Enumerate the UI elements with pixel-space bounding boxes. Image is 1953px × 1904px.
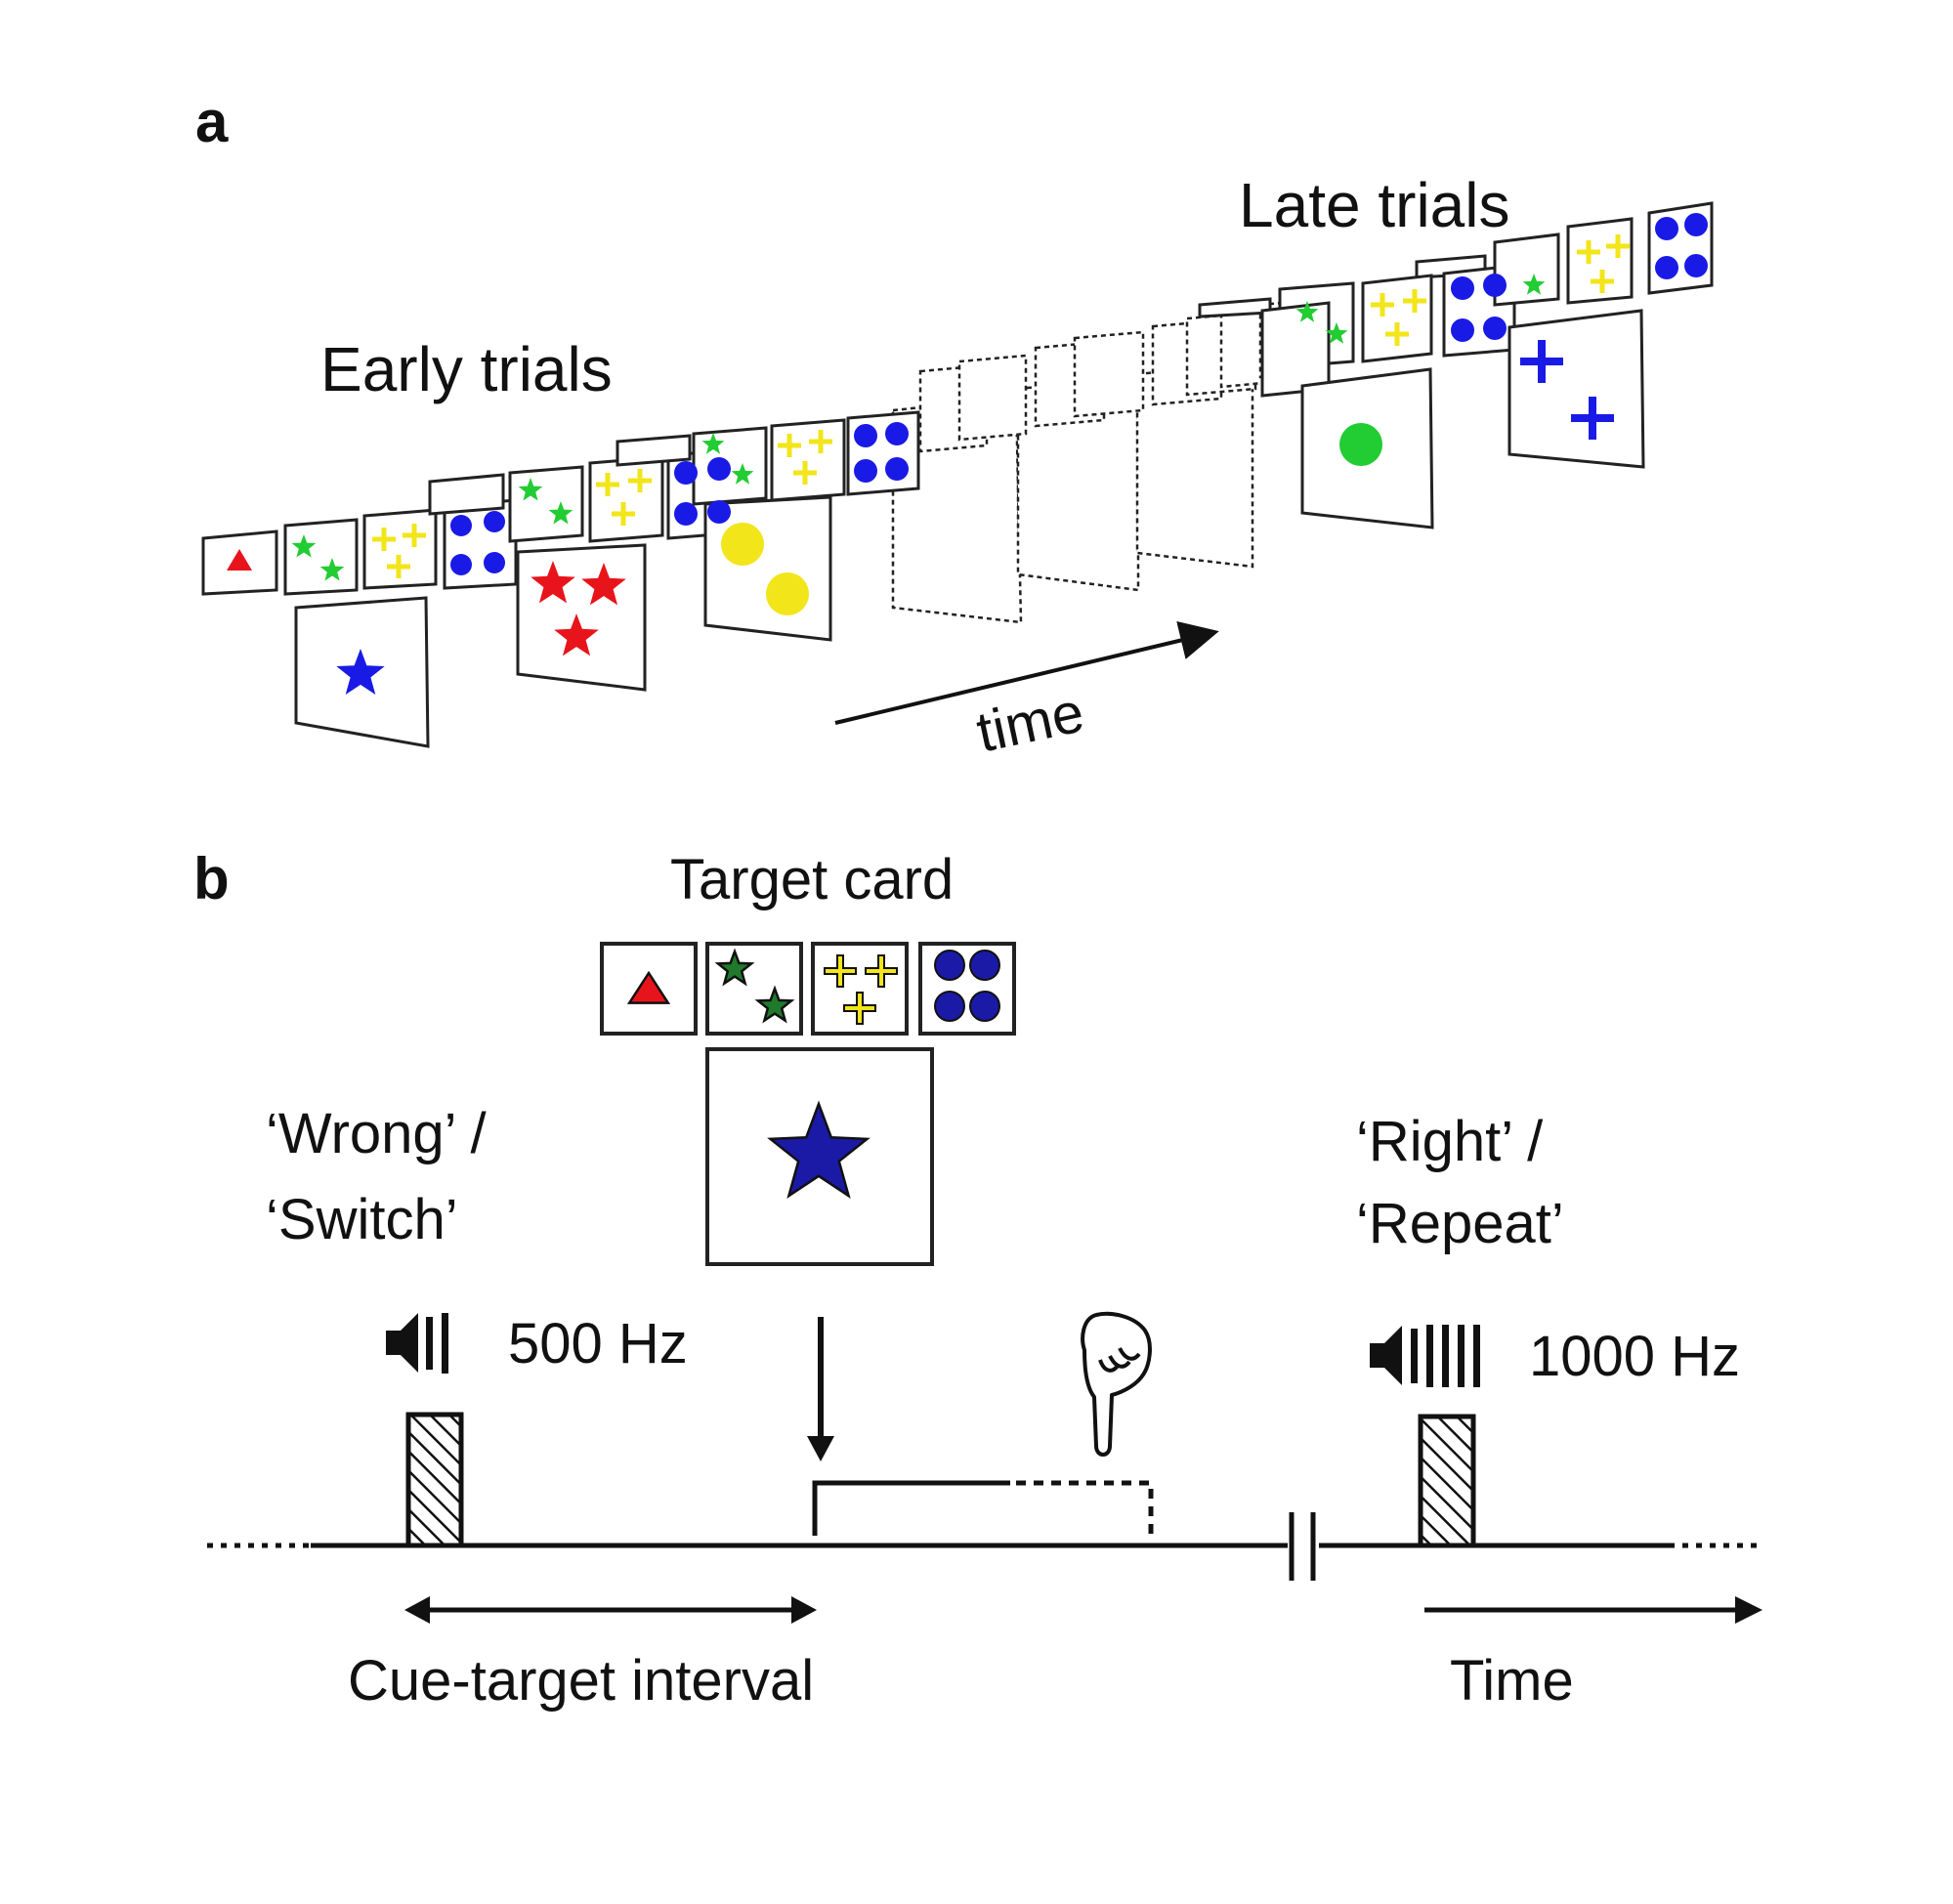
cue-target-interval-label: Cue-target interval — [348, 1649, 814, 1713]
right-label-line2: ‘Repeat’ — [1356, 1192, 1564, 1255]
circle-icon — [674, 502, 698, 526]
time-arrow — [834, 620, 1219, 725]
star-icon — [1325, 322, 1348, 344]
early-key-cards-row1 — [201, 498, 518, 596]
circle-icon — [885, 422, 909, 445]
circle-icon — [1684, 213, 1708, 236]
timeline — [207, 1480, 1759, 1581]
early-trials-label: Early trials — [320, 334, 613, 404]
tone-high-label: 1000 Hz — [1529, 1325, 1740, 1388]
cross-icon — [612, 502, 635, 526]
feedback-box-right — [1418, 1414, 1476, 1548]
cross-icon — [778, 434, 801, 457]
cross-icon — [1371, 293, 1394, 317]
time-label: time — [971, 680, 1089, 764]
circle-icon — [1339, 423, 1382, 466]
right-label-line1: ‘Right’ / — [1356, 1110, 1544, 1173]
pointing-hand-icon — [1081, 1311, 1152, 1457]
star-icon — [531, 561, 575, 604]
circle-icon — [934, 950, 965, 981]
key-card-4 — [918, 942, 1016, 1036]
wrong-label-line2: ‘Switch’ — [266, 1188, 458, 1251]
panel-b-label: b — [193, 846, 230, 911]
target-onset-arrowhead — [807, 1436, 834, 1461]
circle-icon — [854, 459, 877, 483]
circle-icon — [969, 991, 1000, 1022]
cross-icon — [809, 430, 832, 453]
star-icon — [336, 649, 385, 695]
cross-icon — [1385, 322, 1409, 346]
star-icon — [554, 614, 599, 656]
cross-icon — [865, 954, 898, 988]
cross-icon — [1606, 234, 1630, 258]
cross-icon — [1403, 289, 1426, 313]
star-icon — [319, 558, 345, 581]
circle-icon — [1684, 254, 1708, 277]
circle-icon — [721, 523, 764, 566]
star-icon — [1522, 274, 1546, 295]
circle-icon — [969, 950, 1000, 981]
star-icon — [731, 463, 754, 485]
circle-icon — [1655, 256, 1678, 279]
speaker-icon-high — [1370, 1325, 1480, 1387]
time-axis-label: Time — [1450, 1649, 1574, 1713]
star-icon — [754, 985, 795, 1024]
circle-icon — [934, 991, 965, 1022]
star-icon — [518, 478, 543, 501]
speaker-icon-low — [386, 1313, 448, 1374]
star-icon — [1295, 301, 1319, 322]
cross-icon — [1577, 240, 1600, 264]
circle-icon — [674, 461, 698, 485]
circle-icon — [450, 515, 472, 536]
star-icon — [581, 563, 626, 606]
cross-icon — [372, 528, 396, 551]
circle-icon — [484, 552, 505, 573]
cross-icon — [1520, 340, 1563, 383]
cross-icon — [403, 524, 426, 547]
circle-icon — [854, 424, 877, 447]
star-icon — [767, 1100, 870, 1199]
circle-icon — [450, 554, 472, 575]
key-card-2 — [705, 942, 803, 1036]
circle-icon — [1483, 317, 1507, 340]
circle-icon — [1655, 217, 1678, 240]
circle-icon — [707, 457, 731, 481]
circle-icon — [707, 500, 731, 524]
star-icon — [291, 534, 317, 558]
star-icon — [548, 501, 573, 525]
triangle-icon — [626, 970, 671, 1004]
target-card-label: Target card — [670, 848, 954, 911]
cross-icon — [1571, 397, 1614, 440]
late-trials-label: Late trials — [1239, 170, 1509, 240]
triangle-icon — [227, 549, 252, 571]
circle-icon — [766, 572, 809, 615]
feedback-box-wrong — [405, 1412, 464, 1548]
panel-a-label: a — [195, 89, 229, 154]
wrong-label-line1: ‘Wrong’ / — [266, 1102, 488, 1165]
cross-icon — [596, 473, 619, 496]
circle-icon — [1483, 274, 1507, 297]
cross-icon — [843, 992, 876, 1025]
cross-icon — [824, 954, 857, 988]
cross-icon — [1591, 270, 1614, 293]
key-card-3 — [811, 942, 909, 1036]
cross-icon — [793, 461, 817, 485]
circle-icon — [484, 511, 505, 532]
cross-icon — [387, 555, 410, 578]
tone-low-label: 500 Hz — [508, 1312, 688, 1375]
circle-icon — [1451, 276, 1474, 300]
circle-icon — [1451, 318, 1474, 342]
cross-icon — [628, 469, 652, 492]
circle-icon — [885, 457, 909, 481]
star-icon — [714, 948, 755, 987]
star-icon — [701, 433, 725, 454]
